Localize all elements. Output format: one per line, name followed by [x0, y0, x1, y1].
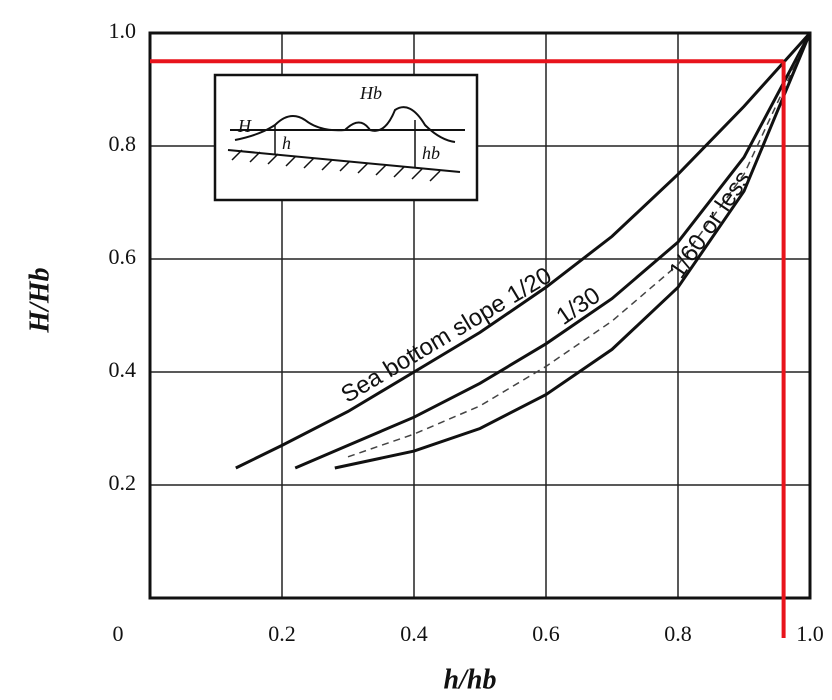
y-axis-label: H/Hb: [24, 267, 55, 333]
inset-label: hb: [422, 143, 440, 163]
y-tick-label: 0.2: [109, 470, 137, 495]
x-tick-label: 0.8: [664, 621, 692, 646]
y-tick-label: 0.8: [109, 131, 137, 156]
x-tick-label: 0: [113, 621, 124, 646]
x-axis-label: h/hb: [444, 664, 497, 695]
x-tick-label: 1.0: [796, 621, 824, 646]
sea-bottom: [227, 149, 461, 173]
x-tick-label: 0.6: [532, 621, 560, 646]
curve-label: Sea bottom slope 1/20: [336, 262, 556, 409]
inset-frame: [213, 73, 479, 202]
curve: [235, 31, 812, 470]
y-tick-label: 1.0: [109, 18, 137, 43]
curve: [294, 32, 812, 470]
plot-area: [148, 31, 812, 600]
y-tick-label: 0.6: [109, 244, 137, 269]
inset-label: Hb: [359, 83, 382, 103]
x-tick-label: 0.2: [268, 621, 296, 646]
curve: [334, 32, 812, 470]
hatching: [231, 149, 441, 182]
inset-label: h: [282, 133, 291, 153]
inset-label: H: [237, 116, 252, 136]
inset-diagram: Hb H h hb: [213, 73, 479, 202]
x-tick-label: 0.4: [400, 621, 428, 646]
curve: [347, 32, 811, 458]
y-tick-label: 0.4: [109, 357, 137, 382]
wave-profile: [234, 106, 456, 143]
plot-frame: [148, 31, 812, 600]
